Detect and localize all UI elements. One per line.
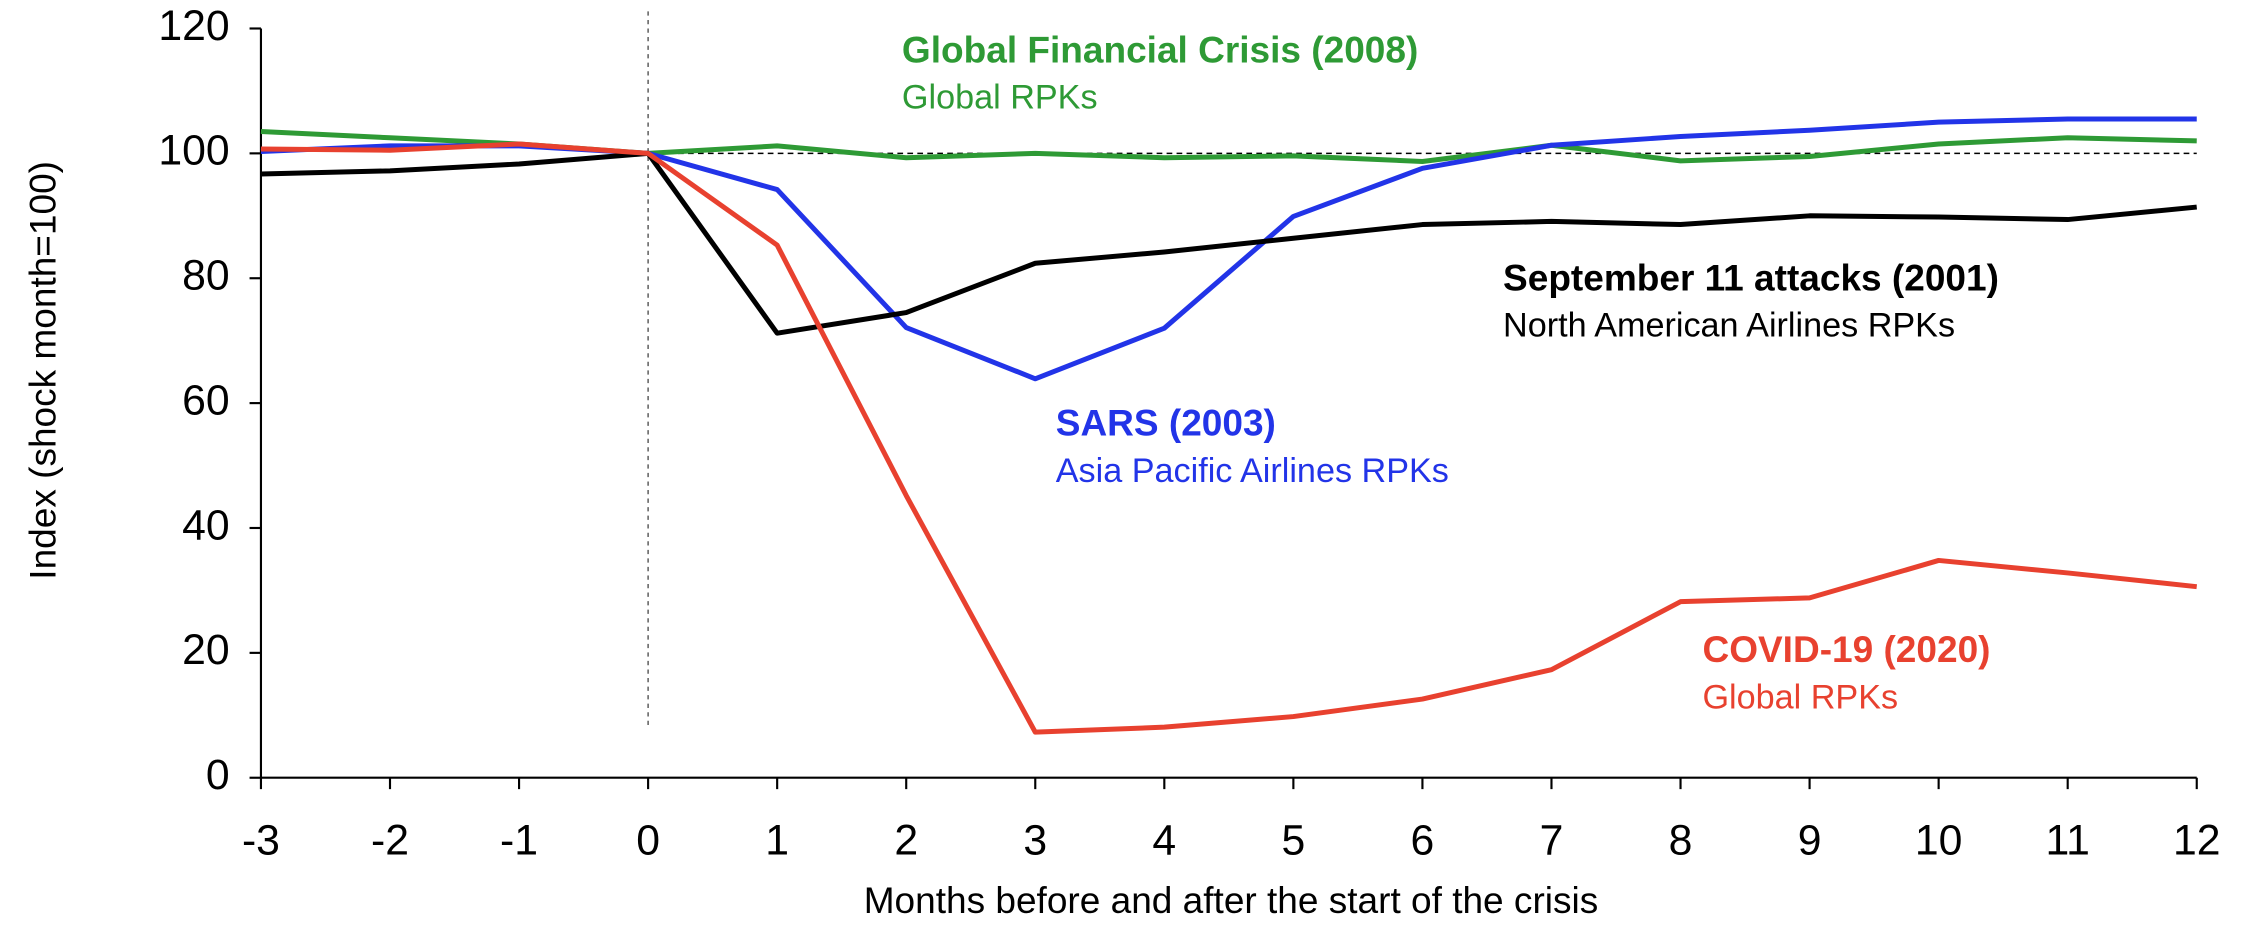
x-tick-label: 2	[894, 817, 918, 865]
x-axis-label: Months before and after the start of the…	[864, 879, 1599, 921]
annotation-subtitle: Global RPKs	[1702, 678, 1898, 716]
x-tick-label: 5	[1281, 817, 1305, 865]
x-tick-label: -2	[371, 817, 409, 865]
y-tick-label: 100	[158, 127, 229, 175]
x-tick-label: 7	[1540, 817, 1564, 865]
y-tick-label: 0	[206, 751, 230, 799]
y-tick-label: 60	[182, 376, 230, 424]
x-tick-label: 1	[765, 817, 789, 865]
x-tick-label: 9	[1798, 817, 1822, 865]
annotation-subtitle: Global RPKs	[902, 79, 1098, 117]
annotation-title: SARS (2003)	[1056, 402, 1276, 444]
x-tick-label: 0	[636, 817, 660, 865]
annotation-title: Global Financial Crisis (2008)	[902, 28, 1418, 70]
x-tick-label: -1	[500, 817, 538, 865]
x-tick-label: 6	[1411, 817, 1435, 865]
y-tick-label: 80	[182, 252, 230, 300]
annotation-title: COVID-19 (2020)	[1702, 628, 1990, 670]
y-tick-label: 40	[182, 501, 230, 549]
x-tick-label: 11	[2046, 817, 2090, 865]
y-tick-label: 120	[158, 2, 229, 50]
annotation-subtitle: Asia Pacific Airlines RPKs	[1056, 452, 1449, 490]
x-tick-label: 3	[1023, 817, 1047, 865]
series-line	[260, 150, 2197, 336]
x-tick-label: 12	[2173, 817, 2221, 865]
x-tick-label: 4	[1152, 817, 1176, 865]
annotation-title: September 11 attacks (2001)	[1503, 256, 1999, 298]
y-axis-label: Index (shock month=100)	[22, 161, 64, 580]
x-tick-label: 8	[1669, 817, 1693, 865]
x-tick-label: 10	[1915, 817, 1963, 865]
annotation-subtitle: North American Airlines RPKs	[1503, 307, 1955, 345]
y-tick-label: 20	[182, 626, 230, 674]
x-tick-label: -3	[242, 817, 280, 865]
series-line	[260, 141, 2198, 735]
